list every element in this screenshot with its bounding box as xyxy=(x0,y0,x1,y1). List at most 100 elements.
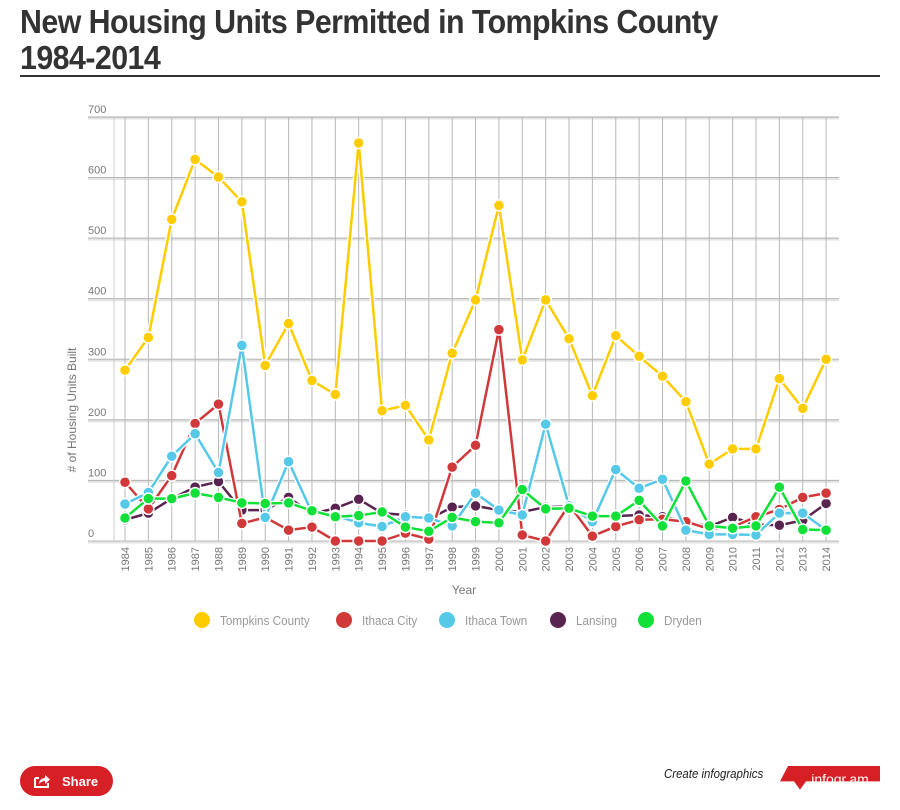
legend-swatch-icon xyxy=(637,612,654,628)
y-axis-title: # of Housing Units Built xyxy=(65,347,79,472)
share-icon xyxy=(34,775,50,788)
create-infographics-link[interactable]: Create infographics xyxy=(664,766,764,781)
data-point xyxy=(235,339,249,352)
page-title: New Housing Units Permitted in Tompkins … xyxy=(20,4,811,76)
data-point xyxy=(118,497,132,511)
data-point xyxy=(516,528,529,542)
legend-item-lansing[interactable]: Lansing xyxy=(550,612,622,628)
data-point xyxy=(516,483,529,496)
y-tick-label: 500 xyxy=(88,225,106,237)
legend-label: Lansing xyxy=(576,612,618,628)
data-point xyxy=(469,293,482,307)
x-tick-label: 2003 xyxy=(564,547,576,571)
data-point xyxy=(375,404,389,418)
data-point xyxy=(142,492,155,505)
legend-label: Ithaca Town xyxy=(465,612,528,628)
data-point xyxy=(539,293,552,307)
series-ithaca-town xyxy=(118,339,833,542)
data-point xyxy=(656,472,669,486)
legend-item-tompkins-county[interactable]: Tompkins County xyxy=(194,612,320,628)
data-point xyxy=(656,369,669,383)
data-point xyxy=(118,511,132,525)
data-point xyxy=(703,457,716,471)
x-tick-label: 1988 xyxy=(213,547,225,571)
x-axis-ticks: 1984 1985 1986 1987 1988 1989 1990 1991 1992 1993… xyxy=(120,547,833,571)
data-point xyxy=(235,517,249,530)
data-point xyxy=(796,491,809,504)
data-point xyxy=(282,317,295,330)
data-point xyxy=(586,529,599,543)
data-point xyxy=(445,460,459,474)
y-tick-label: 100 xyxy=(88,467,106,479)
x-tick-label: 2006 xyxy=(634,547,646,571)
data-point xyxy=(165,213,178,226)
series-tompkins-county xyxy=(118,136,833,471)
data-point xyxy=(632,482,646,495)
x-tick-label: 2014 xyxy=(821,547,833,571)
data-point xyxy=(562,332,576,345)
x-tick-label: 1990 xyxy=(260,547,272,571)
data-point xyxy=(679,474,693,488)
data-point xyxy=(773,480,786,494)
y-tick-label: 400 xyxy=(88,286,106,298)
x-tick-label: 2004 xyxy=(587,547,599,571)
legend-item-ithaca-city[interactable]: Ithaca City xyxy=(335,612,423,628)
x-axis-title: Year xyxy=(452,583,476,597)
x-tick-label: 1992 xyxy=(307,547,319,571)
legend-item-ithaca-town[interactable]: Ithaca Town xyxy=(439,612,534,628)
data-point xyxy=(796,506,809,520)
data-point xyxy=(422,525,436,538)
data-point xyxy=(819,353,833,366)
infogram-brand-label[interactable]: infogr.am xyxy=(811,771,869,787)
data-point xyxy=(773,372,786,385)
x-tick-label: 1997 xyxy=(424,547,436,571)
data-point xyxy=(726,442,739,456)
data-point xyxy=(819,523,833,537)
data-point xyxy=(422,511,436,525)
x-tick-label: 1996 xyxy=(400,547,412,571)
data-point xyxy=(492,503,506,517)
y-axis-ticks: 0 100 200 300 400 500 600 700 xyxy=(88,104,106,540)
x-tick-label: 2011 xyxy=(751,547,763,571)
title-line-1: New Housing Units Permitted in Tompkins … xyxy=(20,3,718,40)
x-tick-label: 2001 xyxy=(517,547,529,571)
data-point xyxy=(305,504,319,517)
data-point xyxy=(773,506,786,520)
y-tick-label: 300 xyxy=(88,346,106,358)
data-point xyxy=(422,433,436,447)
data-point xyxy=(703,519,716,533)
legend-item-dryden[interactable]: Dryden xyxy=(637,612,706,628)
data-point xyxy=(375,520,389,533)
share-button[interactable]: Share xyxy=(20,766,113,796)
x-tick-label: 1987 xyxy=(190,547,202,571)
data-point xyxy=(188,427,202,441)
legend-label: Tompkins County xyxy=(220,612,310,628)
x-tick-label: 1991 xyxy=(284,547,296,571)
data-point xyxy=(632,494,646,507)
data-point xyxy=(539,534,552,548)
data-point xyxy=(165,469,178,482)
infogram-logo-badge[interactable] xyxy=(780,766,880,792)
data-point xyxy=(773,519,786,532)
legend-swatch-icon xyxy=(194,612,211,628)
data-point xyxy=(609,463,623,476)
data-point xyxy=(469,499,482,513)
data-point xyxy=(469,439,482,452)
x-tick-label: 1994 xyxy=(354,547,366,571)
legend-label: Ithaca City xyxy=(361,612,418,628)
data-point xyxy=(399,520,412,534)
y-tick-label: 0 xyxy=(88,528,94,540)
data-point xyxy=(258,511,272,524)
x-tick-label: 1999 xyxy=(471,547,483,571)
data-point xyxy=(329,510,342,524)
horizontal-gridlines xyxy=(88,116,839,544)
data-point xyxy=(609,509,623,523)
x-tick-label: 2013 xyxy=(798,547,810,571)
data-point xyxy=(539,502,552,516)
data-point xyxy=(632,350,646,363)
x-tick-label: 1998 xyxy=(447,547,459,571)
data-point xyxy=(609,520,623,533)
x-tick-label: 2007 xyxy=(658,547,670,571)
y-tick-label: 700 xyxy=(88,104,106,116)
data-point xyxy=(118,363,132,377)
